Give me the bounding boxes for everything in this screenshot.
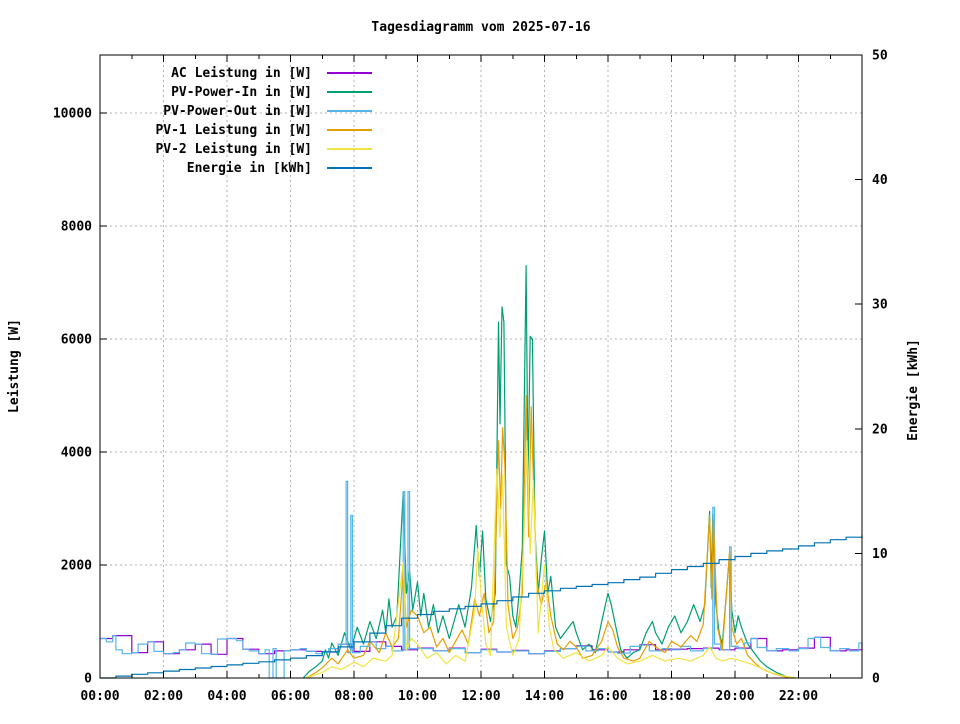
y-right-tick-label: 10 — [872, 547, 888, 562]
y-left-tick-label: 2000 — [61, 559, 92, 574]
right-axis-label: Energie [kWh] — [906, 339, 921, 441]
y-right-tick-label: 40 — [872, 173, 888, 188]
chart-title: Tagesdiagramm vom 2025-07-16 — [371, 20, 590, 35]
y-left-tick-label: 4000 — [61, 446, 92, 461]
y-left-tick-label: 8000 — [61, 220, 92, 235]
x-tick-label: 02:00 — [144, 689, 183, 704]
y-right-tick-label: 30 — [872, 298, 888, 313]
y-left-tick-label: 10000 — [53, 107, 92, 122]
x-tick-label: 04:00 — [207, 689, 246, 704]
series-pv-power-out — [100, 480, 863, 679]
gridlines — [100, 55, 862, 678]
x-tick-label: 08:00 — [334, 689, 373, 704]
tick-labels: 00:00 02:00 04:00 06:00 08:00 10:00 12:00 14:00… — [53, 49, 888, 705]
y-left-tick-label: 6000 — [61, 333, 92, 348]
y-right-tick-label: 50 — [872, 49, 888, 64]
series-pv-power-in — [302, 265, 793, 679]
y-right-tick-label: 20 — [872, 422, 888, 437]
x-tick-label: 06:00 — [271, 689, 310, 704]
x-tick-label: 00:00 — [80, 689, 119, 704]
left-axis-label: Leistung [W] — [7, 319, 22, 413]
x-tick-label: 14:00 — [525, 689, 564, 704]
legend-label-pv-power-in: PV-Power-In in [W] — [171, 85, 312, 100]
x-tick-label: 18:00 — [652, 689, 691, 704]
data-series — [100, 265, 863, 679]
legend-label-pv-2-leistung: PV-2 Leistung in [W] — [155, 142, 312, 157]
legend-label-pv-1-leistung: PV-1 Leistung in [W] — [155, 123, 312, 138]
x-tick-label: 20:00 — [715, 689, 754, 704]
series-pv-2-leistung — [306, 440, 796, 679]
legend-label-ac-leistung: AC Leistung in [W] — [171, 66, 312, 81]
x-tick-label: 10:00 — [398, 689, 437, 704]
y-right-tick-label: 0 — [872, 672, 880, 687]
x-tick-label: 12:00 — [461, 689, 500, 704]
series-energie — [100, 534, 863, 679]
x-tick-label: 22:00 — [779, 689, 818, 704]
legend — [327, 72, 372, 169]
x-tick-label: 16:00 — [588, 689, 627, 704]
axes-and-ticks — [99, 54, 863, 679]
legend-label-energie: Energie in [kWh] — [187, 161, 312, 176]
y-left-tick-label: 0 — [84, 672, 92, 687]
legend-label-pv-power-out: PV-Power-Out in [W] — [163, 104, 312, 119]
